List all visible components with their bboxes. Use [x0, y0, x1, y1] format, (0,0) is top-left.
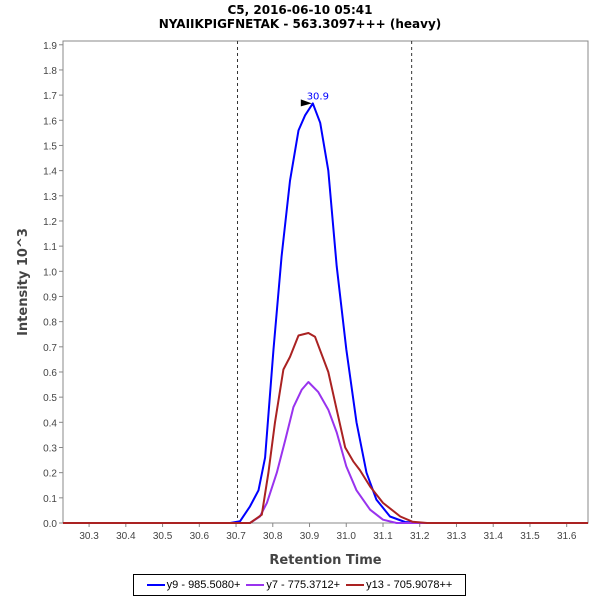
- y-tick-label: 0.8: [43, 318, 57, 329]
- legend-item: y9 - 985.5080+: [146, 579, 241, 591]
- x-tick-label: 31.4: [483, 531, 503, 542]
- chart-subtitle: NYAIIKPIGFNETAK - 563.3097+++ (heavy): [158, 17, 442, 31]
- y-tick-label: 0.4: [43, 418, 57, 429]
- series-line: [63, 102, 588, 524]
- legend-label: y9 - 985.5080+: [166, 579, 241, 591]
- x-tick-label: 31.0: [337, 531, 357, 542]
- y-tick-label: 0.6: [43, 368, 57, 379]
- y-tick-label: 0.7: [43, 343, 57, 354]
- x-tick-label: 31.3: [447, 531, 467, 542]
- y-axis-label: Intensity 10^3: [16, 228, 31, 336]
- y-tick-label: 1.4: [43, 167, 57, 178]
- legend-swatch: [146, 584, 165, 586]
- legend: y9 - 985.5080+ y7 - 775.3712+ y13 - 705.90…: [133, 574, 466, 596]
- y-tick-label: 0.5: [43, 393, 57, 404]
- y-tick-label: 0.0: [43, 519, 57, 530]
- plot-area: [62, 40, 589, 524]
- x-tick-label: 30.7: [226, 531, 246, 542]
- peak-annotation-label: 30.9: [307, 91, 329, 102]
- y-tick-label: 0.3: [43, 443, 57, 454]
- y-tick-label: 1.7: [43, 91, 57, 102]
- x-tick-label: 30.8: [263, 531, 283, 542]
- legend-label: y13 - 705.9078++: [366, 579, 453, 591]
- x-tick-label: 31.2: [410, 531, 430, 542]
- y-tick-label: 0.9: [43, 292, 57, 303]
- chart-title: C5, 2016-06-10 05:41: [227, 3, 373, 17]
- series-line: [63, 381, 588, 524]
- series-line: [63, 332, 588, 524]
- x-tick-label: 31.1: [373, 531, 393, 542]
- y-tick-label: 1.0: [43, 267, 57, 278]
- x-tick-label: 30.5: [153, 531, 173, 542]
- x-axis-label: Retention Time: [269, 553, 381, 568]
- y-tick-label: 0.1: [43, 494, 57, 505]
- x-tick-label: 31.6: [557, 531, 577, 542]
- legend-label: y7 - 775.3712+: [266, 579, 341, 591]
- x-tick-label: 31.5: [520, 531, 540, 542]
- x-tick-label: 30.3: [79, 531, 99, 542]
- legend-item: y7 - 775.3712+: [246, 579, 340, 591]
- y-tick-label: 1.9: [43, 41, 57, 52]
- legend-item: y13 - 705.9078++: [346, 579, 452, 591]
- y-tick-label: 1.5: [43, 141, 57, 152]
- y-tick-label: 1.3: [43, 192, 57, 203]
- legend-swatch: [346, 584, 365, 586]
- legend-swatch: [246, 584, 265, 586]
- peak-marker-arrow-icon: [300, 99, 312, 107]
- x-tick-label: 30.4: [116, 531, 136, 542]
- x-tick-label: 30.9: [300, 531, 320, 542]
- y-tick-label: 0.2: [43, 469, 57, 480]
- y-tick-label: 1.8: [43, 66, 57, 77]
- y-tick-label: 1.6: [43, 116, 57, 127]
- x-tick-label: 30.6: [190, 531, 210, 542]
- y-tick-label: 1.1: [43, 242, 57, 253]
- y-tick-label: 1.2: [43, 217, 57, 228]
